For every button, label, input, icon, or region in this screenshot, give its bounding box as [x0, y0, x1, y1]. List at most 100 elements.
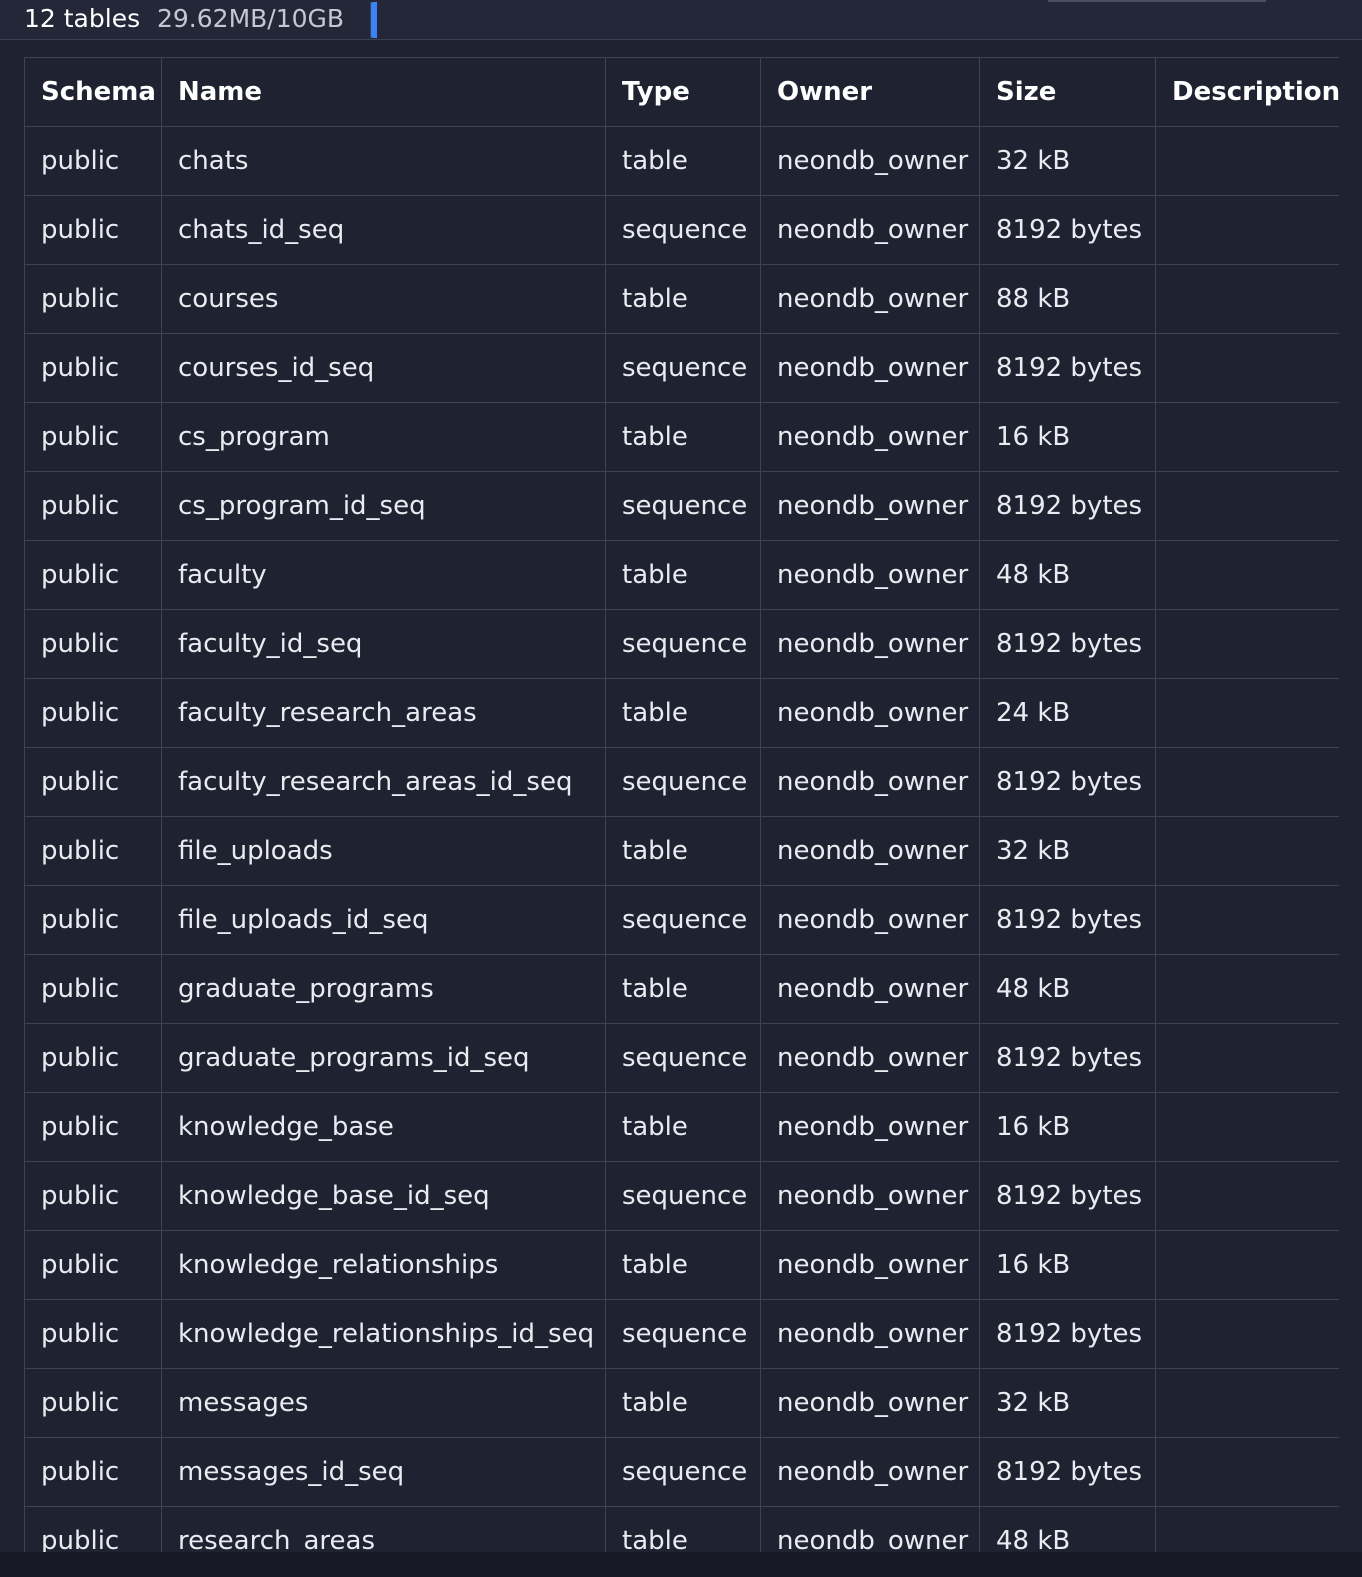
cell-description — [1155, 471, 1339, 541]
table-row[interactable]: public faculty_id_seq sequence neondb_owner… — [24, 609, 1339, 679]
cell-name: courses_id_seq — [161, 333, 606, 403]
table-row[interactable]: public knowledge_base_id_seq sequence neond… — [24, 1161, 1339, 1231]
cell-schema: public — [24, 1506, 162, 1552]
top-tab-edge — [1048, 0, 1266, 2]
cell-type: table — [605, 678, 761, 748]
cell-size: 8192 bytes — [979, 609, 1156, 679]
table-row[interactable]: public knowledge_relationships_id_seq sequ… — [24, 1299, 1339, 1369]
cell-description — [1155, 1437, 1339, 1507]
cell-schema: public — [24, 1299, 162, 1369]
cell-type: sequence — [605, 885, 761, 955]
cell-type: table — [605, 402, 761, 472]
cell-size: 8192 bytes — [979, 471, 1156, 541]
cell-type: sequence — [605, 471, 761, 541]
cell-type: sequence — [605, 747, 761, 817]
cell-owner: neondb_owner — [760, 195, 980, 265]
cell-schema: public — [24, 1230, 162, 1300]
bottom-strip — [0, 1552, 1362, 1577]
cell-size: 8192 bytes — [979, 747, 1156, 817]
table-row[interactable]: public chats table neondb_owner 32 kB — [24, 126, 1339, 196]
cell-owner: neondb_owner — [760, 540, 980, 610]
table-row[interactable]: public chats_id_seq sequence neondb_owner 81… — [24, 195, 1339, 265]
cell-type: sequence — [605, 609, 761, 679]
cell-description — [1155, 264, 1339, 334]
tables-list[interactable]: Schema Name Type Owner Size Description publi… — [24, 57, 1339, 1552]
cell-schema: public — [24, 402, 162, 472]
tables-table: Schema Name Type Owner Size Description publi… — [24, 57, 1339, 1552]
column-header-schema[interactable]: Schema — [24, 57, 162, 127]
table-row[interactable]: public graduate_programs_id_seq sequence ne… — [24, 1023, 1339, 1093]
cell-size: 32 kB — [979, 816, 1156, 886]
table-row[interactable]: public messages table neondb_owner 32 kB — [24, 1368, 1339, 1438]
cell-owner: neondb_owner — [760, 609, 980, 679]
cell-size: 32 kB — [979, 126, 1156, 196]
column-header-owner[interactable]: Owner — [760, 57, 980, 127]
cell-size: 48 kB — [979, 954, 1156, 1024]
cell-type: table — [605, 1092, 761, 1162]
cell-size: 8192 bytes — [979, 1299, 1156, 1369]
table-row[interactable]: public graduate_programs table neondb_owner… — [24, 954, 1339, 1024]
cell-name: graduate_programs_id_seq — [161, 1023, 606, 1093]
cell-schema: public — [24, 1092, 162, 1162]
table-row[interactable]: public cs_program table neondb_owner 16 kB — [24, 402, 1339, 472]
status-bar: 12 tables 29.62MB/10GB — [0, 0, 1362, 40]
cell-type: table — [605, 1506, 761, 1552]
table-row[interactable]: public file_uploads_id_seq sequence neondb_… — [24, 885, 1339, 955]
cell-schema: public — [24, 471, 162, 541]
cell-type: table — [605, 954, 761, 1024]
cell-name: faculty_research_areas — [161, 678, 606, 748]
cell-name: courses — [161, 264, 606, 334]
cell-owner: neondb_owner — [760, 126, 980, 196]
table-row[interactable]: public faculty_research_areas_id_seq seque… — [24, 747, 1339, 817]
cell-owner: neondb_owner — [760, 1023, 980, 1093]
cell-description — [1155, 402, 1339, 472]
cell-description — [1155, 678, 1339, 748]
column-header-size[interactable]: Size — [979, 57, 1156, 127]
column-header-name[interactable]: Name — [161, 57, 606, 127]
cell-owner: neondb_owner — [760, 1161, 980, 1231]
table-row[interactable]: public file_uploads table neondb_owner 32 kB — [24, 816, 1339, 886]
table-row[interactable]: public faculty table neondb_owner 48 kB — [24, 540, 1339, 610]
table-row[interactable]: public courses table neondb_owner 88 kB — [24, 264, 1339, 334]
cell-owner: neondb_owner — [760, 264, 980, 334]
cell-owner: neondb_owner — [760, 885, 980, 955]
cell-schema: public — [24, 678, 162, 748]
cell-owner: neondb_owner — [760, 678, 980, 748]
table-row[interactable]: public faculty_research_areas table neondb_… — [24, 678, 1339, 748]
table-body: public chats table neondb_owner 32 kB public c… — [24, 126, 1339, 1552]
cell-owner: neondb_owner — [760, 1437, 980, 1507]
cell-size: 16 kB — [979, 402, 1156, 472]
cell-owner: neondb_owner — [760, 402, 980, 472]
cell-type: table — [605, 816, 761, 886]
table-row[interactable]: public knowledge_relationships table neondb… — [24, 1230, 1339, 1300]
cell-type: sequence — [605, 1437, 761, 1507]
cell-size: 16 kB — [979, 1230, 1156, 1300]
table-row[interactable]: public knowledge_base table neondb_owner 16 … — [24, 1092, 1339, 1162]
storage-usage-fill — [371, 2, 377, 38]
table-row[interactable]: public research_areas table neondb_owner 48 … — [24, 1506, 1339, 1552]
cell-owner: neondb_owner — [760, 471, 980, 541]
cell-description — [1155, 540, 1339, 610]
cell-description — [1155, 885, 1339, 955]
cell-size: 48 kB — [979, 540, 1156, 610]
cell-name: file_uploads_id_seq — [161, 885, 606, 955]
cell-name: faculty_research_areas_id_seq — [161, 747, 606, 817]
table-row[interactable]: public messages_id_seq sequence neondb_owne… — [24, 1437, 1339, 1507]
cell-schema: public — [24, 1368, 162, 1438]
cell-schema: public — [24, 885, 162, 955]
column-header-type[interactable]: Type — [605, 57, 761, 127]
cell-size: 88 kB — [979, 264, 1156, 334]
table-row[interactable]: public cs_program_id_seq sequence neondb_ow… — [24, 471, 1339, 541]
table-row[interactable]: public courses_id_seq sequence neondb_owner… — [24, 333, 1339, 403]
cell-description — [1155, 333, 1339, 403]
cell-schema: public — [24, 609, 162, 679]
cell-owner: neondb_owner — [760, 954, 980, 1024]
cell-schema: public — [24, 195, 162, 265]
column-header-description[interactable]: Description — [1155, 57, 1339, 127]
cell-type: table — [605, 264, 761, 334]
cell-name: faculty — [161, 540, 606, 610]
storage-usage: 29.62MB/10GB — [157, 4, 345, 33]
cell-schema: public — [24, 1161, 162, 1231]
cell-description — [1155, 609, 1339, 679]
cell-description — [1155, 1299, 1339, 1369]
